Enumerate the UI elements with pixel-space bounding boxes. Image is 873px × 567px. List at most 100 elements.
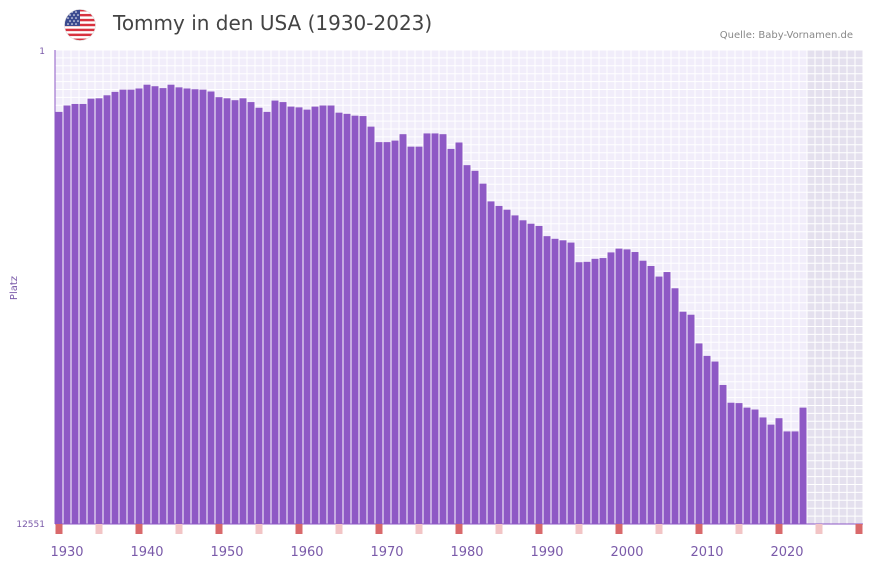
bar <box>263 111 271 525</box>
bar <box>183 88 191 524</box>
bar <box>647 266 655 524</box>
year-marker <box>375 524 383 534</box>
bar <box>87 98 95 524</box>
bar <box>287 106 295 525</box>
bar <box>439 134 447 524</box>
bar <box>607 252 615 524</box>
year-marker <box>335 524 343 534</box>
chart-title: Tommy in den USA (1930-2023) <box>113 11 433 35</box>
bar <box>335 112 343 525</box>
bar <box>119 89 127 524</box>
bar <box>311 106 319 525</box>
bar <box>103 95 111 524</box>
bar <box>207 91 215 524</box>
x-tick-label: 2020 <box>770 545 803 560</box>
bar <box>671 288 679 524</box>
year-marker <box>495 524 503 534</box>
bar <box>143 84 151 524</box>
bar <box>799 407 807 524</box>
bar <box>767 424 775 524</box>
year-marker <box>735 524 743 534</box>
bar <box>175 87 183 525</box>
x-tick-label: 1990 <box>530 545 563 560</box>
bar <box>79 103 87 524</box>
bar <box>415 146 423 524</box>
bar <box>703 355 711 524</box>
bar <box>567 242 575 524</box>
bar <box>455 142 463 524</box>
year-marker <box>535 524 543 534</box>
year-marker <box>455 524 463 534</box>
x-tick-label: 1930 <box>50 545 83 560</box>
year-marker <box>655 524 663 534</box>
bar <box>71 103 79 524</box>
bar <box>383 142 391 524</box>
bar <box>487 201 495 524</box>
year-marker <box>695 524 703 534</box>
bar <box>783 431 791 524</box>
bar <box>199 89 207 524</box>
bar <box>623 249 631 525</box>
year-marker <box>135 524 143 534</box>
bar <box>431 133 439 524</box>
bar <box>519 220 527 524</box>
bar <box>151 86 159 524</box>
bar <box>743 407 751 524</box>
bar <box>463 165 471 524</box>
x-tick-label: 1970 <box>370 545 403 560</box>
bar <box>343 113 351 524</box>
bar <box>55 111 63 525</box>
x-tick-label: 1950 <box>210 545 243 560</box>
bar <box>471 170 479 524</box>
bar <box>735 403 743 524</box>
bar <box>751 409 759 524</box>
year-marker <box>175 524 183 534</box>
bar <box>191 89 199 524</box>
y-tick-label-top: 1 <box>39 47 45 57</box>
y-tick-labels: 1 12551 <box>16 47 45 530</box>
x-tick-label: 1940 <box>130 545 163 560</box>
bar <box>271 100 279 525</box>
bar <box>127 89 135 524</box>
bar <box>279 102 287 524</box>
bar <box>63 105 71 525</box>
bar <box>359 116 367 524</box>
bar <box>591 258 599 524</box>
source-credit: Quelle: Baby-Vornamen.de <box>719 30 853 41</box>
bar <box>423 133 431 524</box>
year-marker <box>815 524 823 534</box>
bar <box>135 88 143 524</box>
bar <box>215 97 223 524</box>
chart-header: Tommy in den USA (1930-2023) Quelle: Bab… <box>0 0 873 50</box>
bar <box>391 140 399 524</box>
bar <box>367 126 375 524</box>
bar <box>679 311 687 524</box>
bar <box>527 223 535 524</box>
bar <box>719 384 727 524</box>
year-marker <box>615 524 623 534</box>
bar <box>551 238 559 524</box>
bar <box>511 215 519 524</box>
bar <box>663 272 671 524</box>
year-marker <box>295 524 303 534</box>
year-marker <box>55 524 63 534</box>
bar <box>655 276 663 524</box>
year-marker <box>855 524 863 534</box>
year-marker <box>215 524 223 534</box>
year-marker <box>775 524 783 534</box>
bar <box>407 146 415 524</box>
bar <box>303 109 311 524</box>
bar <box>255 107 263 524</box>
bar <box>447 148 455 524</box>
x-tick-label: 2000 <box>610 545 643 560</box>
year-marker <box>255 524 263 534</box>
year-tick-markers <box>55 524 863 534</box>
bar <box>639 260 647 524</box>
bar <box>575 262 583 524</box>
y-tick-label-bottom: 12551 <box>16 520 45 530</box>
y-axis-label: Platz <box>9 276 20 300</box>
bar <box>727 402 735 524</box>
bar <box>775 418 783 524</box>
bar <box>615 248 623 524</box>
